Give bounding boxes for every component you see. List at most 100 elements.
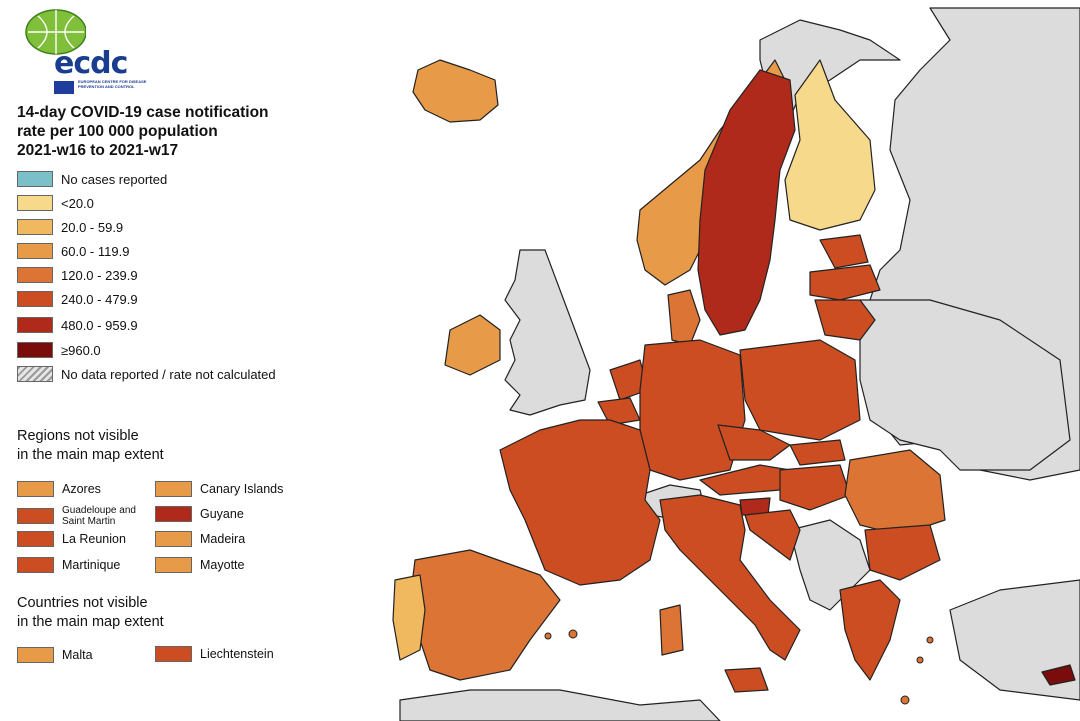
legend-swatch [17, 342, 53, 358]
region-swatch [17, 481, 54, 497]
title-line: 2021-w16 to 2021-w17 [17, 142, 179, 159]
crete [900, 695, 910, 705]
legend-label: 480.0 - 959.9 [61, 317, 138, 333]
cyprus [1041, 664, 1076, 686]
germany [639, 339, 746, 481]
uk-landmass [504, 249, 591, 416]
legend-label: No data reported / rate not calculated [61, 366, 276, 382]
region-swatch [155, 481, 192, 497]
legend-item: 240.0 - 479.9 [17, 290, 138, 308]
country-swatch [17, 647, 54, 663]
region-label: Mayotte [200, 558, 245, 572]
region-label: Madeira [200, 532, 246, 546]
region-item: Guyane [155, 506, 244, 522]
region-swatch [17, 508, 54, 524]
legend-item: 20.0 - 59.9 [17, 218, 123, 236]
region-swatch [17, 531, 54, 547]
region-label: Azores [62, 482, 101, 496]
title-line: 14-day COVID-19 case notification [17, 104, 269, 121]
romania [844, 449, 946, 536]
region-item: Guadeloupe and Saint Martin [17, 505, 152, 527]
poland [739, 339, 861, 441]
logo-subtext: EUROPEAN CENTRE FOR DISEASE PREVENTION A… [78, 79, 147, 89]
region-item: Mayotte [155, 557, 244, 573]
greece [839, 579, 901, 681]
region-item: Azores [17, 481, 101, 497]
region-label: Martinique [62, 558, 121, 572]
finland [784, 59, 876, 231]
aegean-island [926, 636, 934, 644]
map-title: 14-day COVID-19 case notification rate p… [17, 103, 317, 160]
country-label: Liechtenstein [200, 647, 274, 661]
sicily [724, 667, 769, 693]
region-item: Madeira [155, 531, 245, 547]
logo-text: ecdc [54, 46, 128, 81]
title-line: rate per 100 000 population [17, 123, 218, 140]
bulgaria [864, 524, 941, 581]
region-swatch [155, 531, 192, 547]
balearic-island [568, 629, 578, 639]
iceland [412, 59, 499, 123]
region-label: La Reunion [62, 532, 126, 546]
north-africa-landmass [399, 689, 721, 721]
region-label: Canary Islands [200, 482, 284, 496]
spain [409, 549, 561, 681]
hungary [779, 464, 851, 511]
slovakia [789, 439, 846, 466]
regions-heading-line: in the main map extent [17, 447, 164, 463]
region-label: Guadeloupe and Saint Martin [62, 505, 136, 527]
region-item: Canary Islands [155, 481, 283, 497]
legend-label: ≥960.0 [61, 342, 101, 358]
latvia [809, 264, 881, 301]
czechia [717, 424, 791, 461]
region-item: La Reunion [17, 531, 126, 547]
sardinia [659, 604, 684, 656]
legend-swatch [17, 291, 53, 307]
country-item: Malta [17, 647, 93, 663]
legend-item: <20.0 [17, 194, 94, 212]
turkey-landmass [949, 579, 1080, 701]
france [499, 419, 661, 586]
countries-heading: Countries not visible in the main map ex… [17, 594, 164, 632]
legend-item: 480.0 - 959.9 [17, 316, 138, 334]
legend-label: 120.0 - 239.9 [61, 267, 138, 283]
region-label: Guyane [200, 507, 244, 521]
legend-swatch [17, 317, 53, 333]
sweden [697, 69, 796, 336]
countries-heading-line: in the main map extent [17, 614, 164, 630]
legend-swatch [17, 243, 53, 259]
portugal [392, 574, 426, 661]
region-swatch [155, 506, 192, 522]
countries-heading-line: Countries not visible [17, 595, 148, 611]
legend-item: No data reported / rate not calculated [17, 365, 276, 383]
legend-label: 60.0 - 119.9 [61, 243, 130, 259]
italy [659, 494, 801, 661]
legend-item: 60.0 - 119.9 [17, 242, 129, 260]
denmark [667, 289, 701, 346]
legend-swatch [17, 195, 53, 211]
lithuania [814, 299, 876, 341]
country-label: Malta [62, 648, 93, 662]
legend-item: No cases reported [17, 170, 167, 188]
regions-heading-line: Regions not visible [17, 428, 139, 444]
estonia [819, 234, 869, 269]
country-item: Liechtenstein [155, 646, 274, 662]
croatia [744, 509, 801, 561]
regions-heading: Regions not visible in the main map exte… [17, 427, 164, 465]
ireland [444, 314, 501, 376]
legend-swatch [17, 366, 53, 382]
legend-swatch [17, 219, 53, 235]
balearic-island [544, 632, 552, 640]
legend-label: No cases reported [61, 171, 168, 187]
region-item: Martinique [17, 557, 120, 573]
legend-label: <20.0 [61, 195, 94, 211]
legend-item: ≥960.0 [17, 341, 101, 359]
aegean-island [916, 656, 924, 664]
legend-item: 120.0 - 239.9 [17, 266, 138, 284]
region-swatch [155, 557, 192, 573]
legend-swatch [17, 267, 53, 283]
ecdc-logo: ecdc EUROPEAN CENTRE FOR DISEASE PREVENT… [16, 4, 146, 96]
ukraine-belarus-landmass [859, 299, 1071, 471]
legend-label: 20.0 - 59.9 [61, 219, 124, 235]
